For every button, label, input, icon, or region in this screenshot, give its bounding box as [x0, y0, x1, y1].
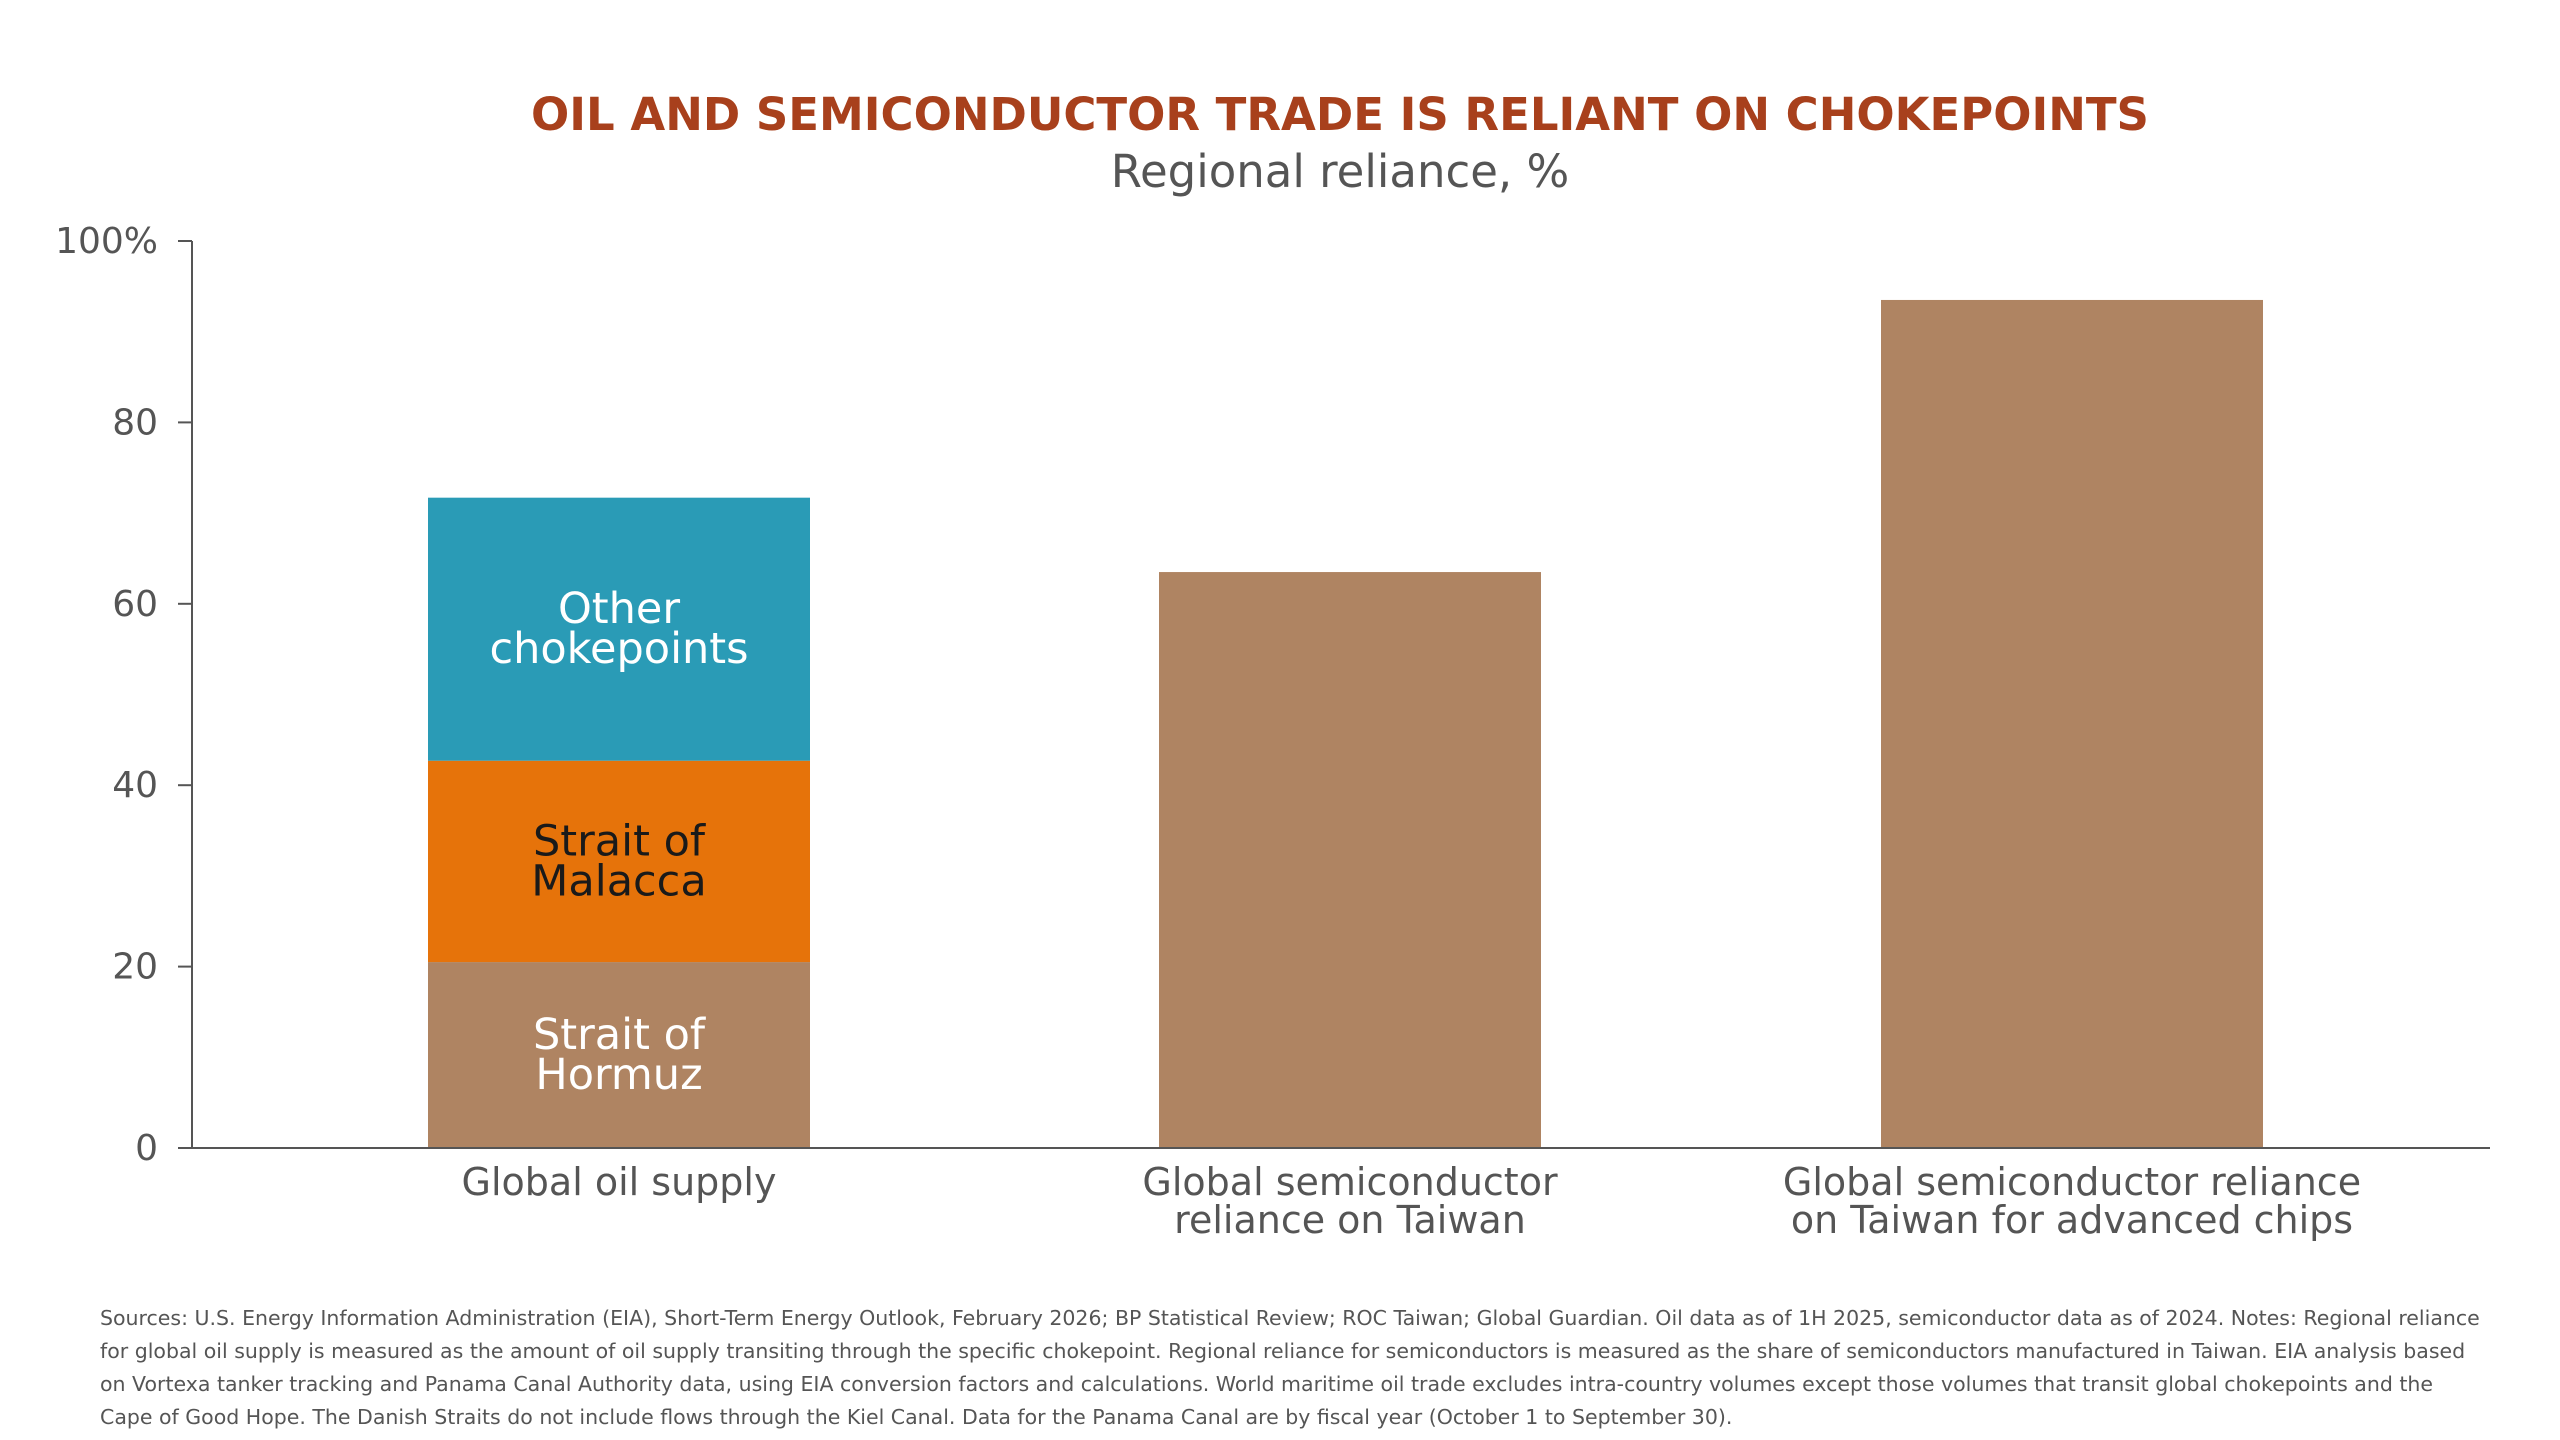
bar-segment [428, 497, 810, 761]
segment-label: Malacca [531, 856, 706, 906]
segment-label: Strait of [533, 1010, 706, 1060]
bar-segment [428, 760, 810, 963]
chart-title: OIL AND SEMICONDUCTOR TRADE IS RELIANT O… [531, 88, 2149, 141]
y-tick-label: 60 [112, 584, 158, 625]
bar-segment [1881, 299, 2263, 1149]
y-tick-label: 80 [112, 402, 158, 443]
bar-segment [428, 962, 810, 1148]
x-category-label: Global oil supply [462, 1160, 777, 1204]
x-category-label: reliance on Taiwan [1174, 1198, 1526, 1242]
segment-label: Strait of [533, 816, 706, 866]
x-category-label: Global semiconductor [1142, 1160, 1558, 1204]
sources-note: Sources: U.S. Energy Information Adminis… [100, 1306, 2480, 1429]
y-axis: 0 20 40 60 80 100% [55, 221, 193, 1169]
x-axis: Global oil supply Global semiconductorrel… [192, 1147, 2490, 1242]
x-category-label: Global semiconductor reliance [1783, 1160, 2361, 1204]
segment-label: Other [558, 584, 680, 634]
bar-segment [1159, 572, 1541, 1148]
segment-label: chokepoints [489, 624, 748, 674]
y-tick-label: 40 [112, 765, 158, 806]
chart-subtitle: Regional reliance, % [1111, 145, 1570, 198]
y-tick-label: 20 [112, 947, 158, 988]
y-tick-label: 0 [135, 1128, 158, 1169]
x-category-label: on Taiwan for advanced chips [1791, 1198, 2353, 1242]
segment-label: Hormuz [535, 1050, 702, 1100]
y-tick-label: 100% [55, 221, 158, 262]
